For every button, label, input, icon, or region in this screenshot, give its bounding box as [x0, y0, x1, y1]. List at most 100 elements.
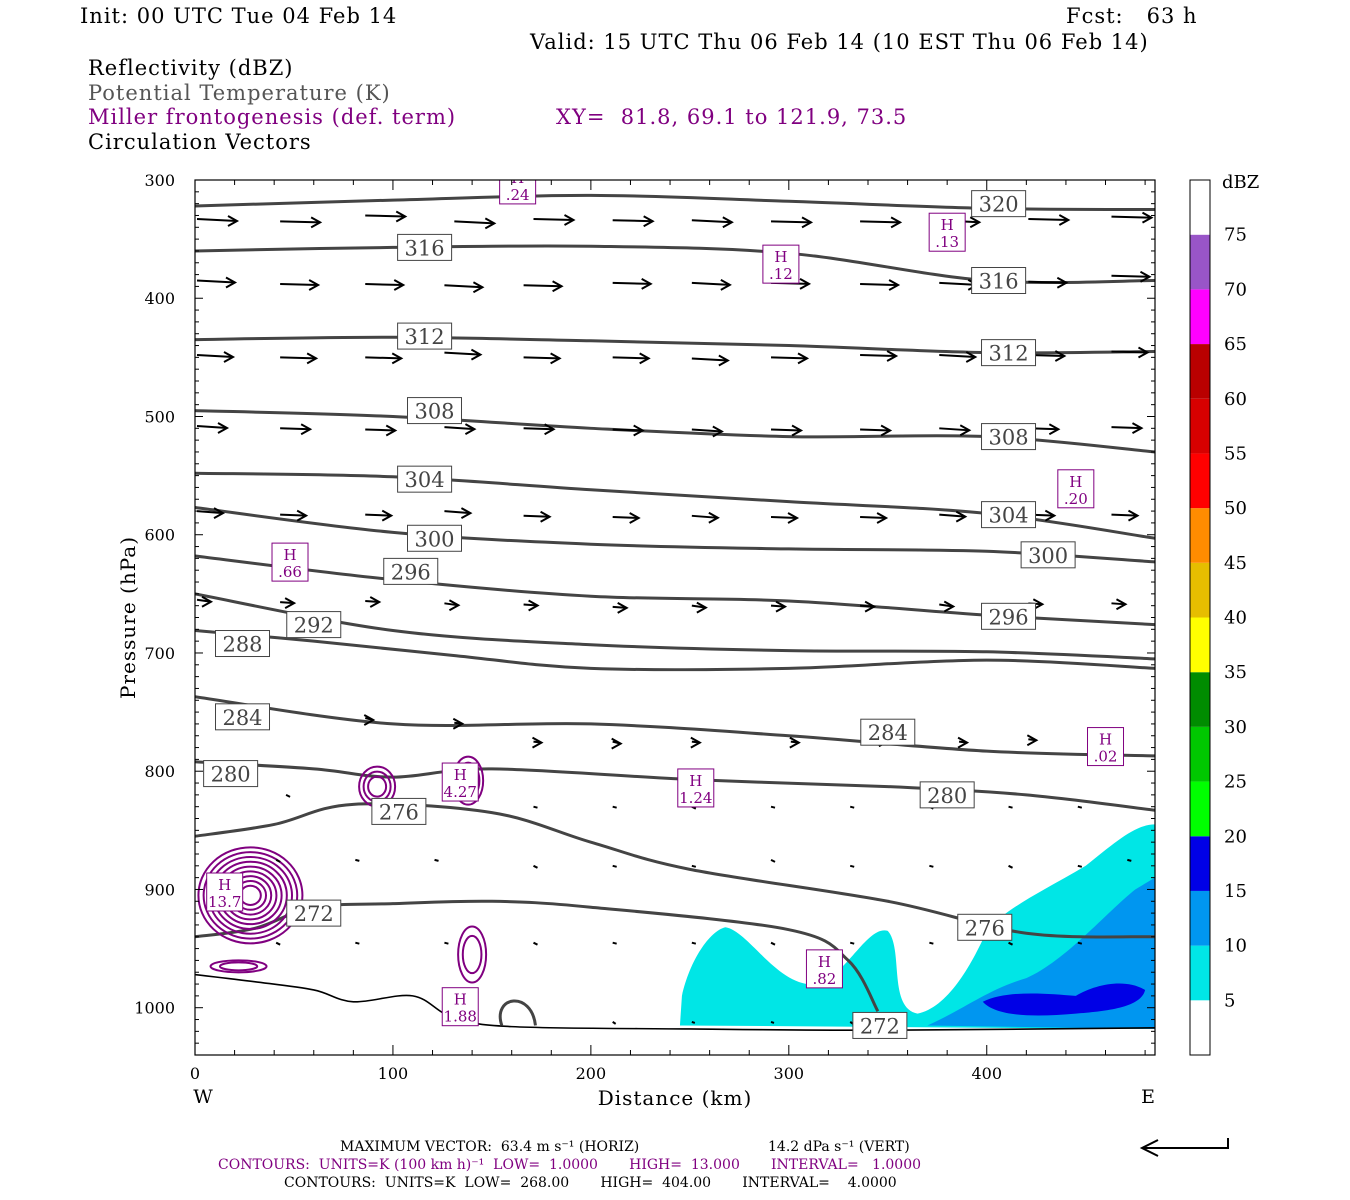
reference-vector-arrowhead — [1139, 1139, 1159, 1157]
vector-arrowhead — [943, 600, 956, 613]
theta-label-box — [852, 1011, 908, 1039]
theta-label: 320 — [979, 193, 1019, 217]
frontogenesis-contour — [218, 961, 259, 972]
theta-label: 292 — [294, 614, 334, 638]
vector-arrowhead — [959, 424, 972, 437]
circulation-vector — [280, 356, 317, 360]
y-tick-label: 600 — [144, 526, 175, 545]
circulation-vector — [196, 354, 234, 358]
theta-label: 272 — [294, 902, 334, 926]
vector-arrowhead — [1044, 509, 1057, 522]
theta-label: 296 — [988, 605, 1028, 629]
theta-contour-288 — [195, 629, 1155, 672]
theta-contour-300 — [195, 506, 1155, 564]
circulation-vector — [691, 428, 722, 433]
circulation-vector — [860, 428, 891, 432]
init-time: Init: 00 UTC Tue 04 Feb 14 — [80, 4, 398, 28]
y-tick-label: 400 — [144, 289, 175, 308]
max-vector-horiz: MAXIMUM VECTOR: 63.4 m s⁻¹ (HORIZ) — [340, 1139, 640, 1155]
frontogenesis-max-value: .20 — [1064, 490, 1088, 508]
circulation-vector — [849, 864, 855, 868]
vector-arrowhead — [708, 511, 720, 524]
circulation-vector — [1111, 513, 1138, 517]
colorbar-segment — [1190, 562, 1210, 618]
circulation-vector — [365, 356, 402, 360]
circulation-vector — [444, 941, 449, 945]
circulation-vector — [280, 513, 307, 517]
frontogenesis-max-value: .66 — [278, 563, 302, 581]
circulation-vector — [365, 428, 396, 432]
vector-arrowhead — [470, 348, 483, 361]
frontogenesis-max-box — [1057, 469, 1095, 509]
circulation-vector — [849, 941, 855, 945]
colorbar-segment — [1190, 289, 1210, 345]
reference-vector — [1142, 1138, 1229, 1149]
circulation-vector — [1111, 215, 1152, 219]
frontogenesis-max-value: 13.7 — [208, 893, 241, 911]
circulation-vector — [280, 427, 311, 431]
circulation-vector — [770, 428, 802, 432]
vector-arrowhead — [864, 600, 877, 613]
circulation-vector — [1008, 941, 1013, 946]
theta-contour-292 — [195, 592, 1155, 661]
vector-arrowhead — [296, 509, 309, 522]
circulation-vector — [612, 356, 649, 360]
vector-arrowhead — [528, 599, 540, 612]
circulation-vector — [691, 281, 730, 286]
vector-arrowhead — [633, 424, 645, 437]
vector-arrowhead — [310, 216, 323, 229]
vector-arrowhead — [452, 717, 465, 730]
theta-label: 304 — [405, 468, 445, 492]
frontogenesis-max-letter: H — [774, 248, 787, 266]
vector-arrowhead — [886, 350, 899, 362]
vector-arrowhead — [639, 352, 651, 365]
colorbar-level-label: 75 — [1224, 225, 1247, 246]
colorbar-segment — [1190, 726, 1210, 782]
circulation-vector — [196, 510, 224, 515]
circulation-vector — [860, 220, 901, 224]
theta-label-box — [397, 322, 453, 350]
frontogenesis-max-letter: H — [1069, 473, 1082, 491]
colorbar-level-label: 35 — [1224, 662, 1247, 683]
xy-endpoints: XY= 81.8, 69.1 to 121.9, 73.5 — [556, 105, 908, 129]
circulation-vector — [444, 510, 471, 515]
colorbar-frame — [1189, 179, 1211, 1056]
theta-label-box — [981, 501, 1037, 529]
theta-contour-284 — [195, 695, 1155, 758]
colorbar-level-label: 55 — [1224, 443, 1247, 464]
vector-arrowhead — [1139, 270, 1152, 283]
vector-arrowhead — [385, 424, 398, 437]
theta-label: 280 — [927, 784, 967, 808]
frontogenesis-max-box — [762, 244, 800, 284]
theta-label: 276 — [965, 916, 1005, 940]
field-frontogenesis: Miller frontogenesis (def. term) — [88, 105, 457, 129]
vector-arrowhead — [393, 279, 406, 291]
vector-arrowhead — [965, 351, 978, 363]
vector-arrowhead — [617, 601, 629, 614]
vector-arrowhead — [448, 599, 461, 612]
theta-label: 284 — [868, 721, 908, 745]
frontogenesis-contour — [202, 851, 299, 940]
vector-arrowhead — [1137, 346, 1150, 359]
vector-arrowhead — [722, 216, 734, 229]
colorbar-segment — [1190, 344, 1210, 399]
circulation-vector — [533, 805, 538, 809]
x-tick-label: 300 — [774, 1064, 805, 1083]
circulation-vector — [1077, 941, 1083, 945]
circulation-vector — [1077, 864, 1083, 868]
vector-arrowhead — [720, 278, 732, 291]
y-tick-label: 900 — [144, 880, 175, 899]
theta-label-box — [971, 190, 1027, 218]
circulation-vector — [444, 284, 483, 289]
circulation-vector — [1028, 280, 1067, 284]
field-reflectivity: Reflectivity (dBZ) — [88, 56, 294, 80]
colorbar-segment — [1190, 180, 1210, 235]
theta-label-box — [371, 797, 427, 825]
circulation-vector — [691, 514, 718, 519]
colorbar-segment — [1190, 234, 1210, 290]
circulation-vector — [939, 354, 976, 358]
contour-info-theta: CONTOURS: UNITS=K LOW= 268.00 HIGH= 404.… — [284, 1175, 897, 1191]
theta-contour-280 — [195, 760, 1155, 812]
circulation-vector — [1127, 858, 1132, 862]
frontogenesis-max-letter: H — [1099, 731, 1112, 749]
